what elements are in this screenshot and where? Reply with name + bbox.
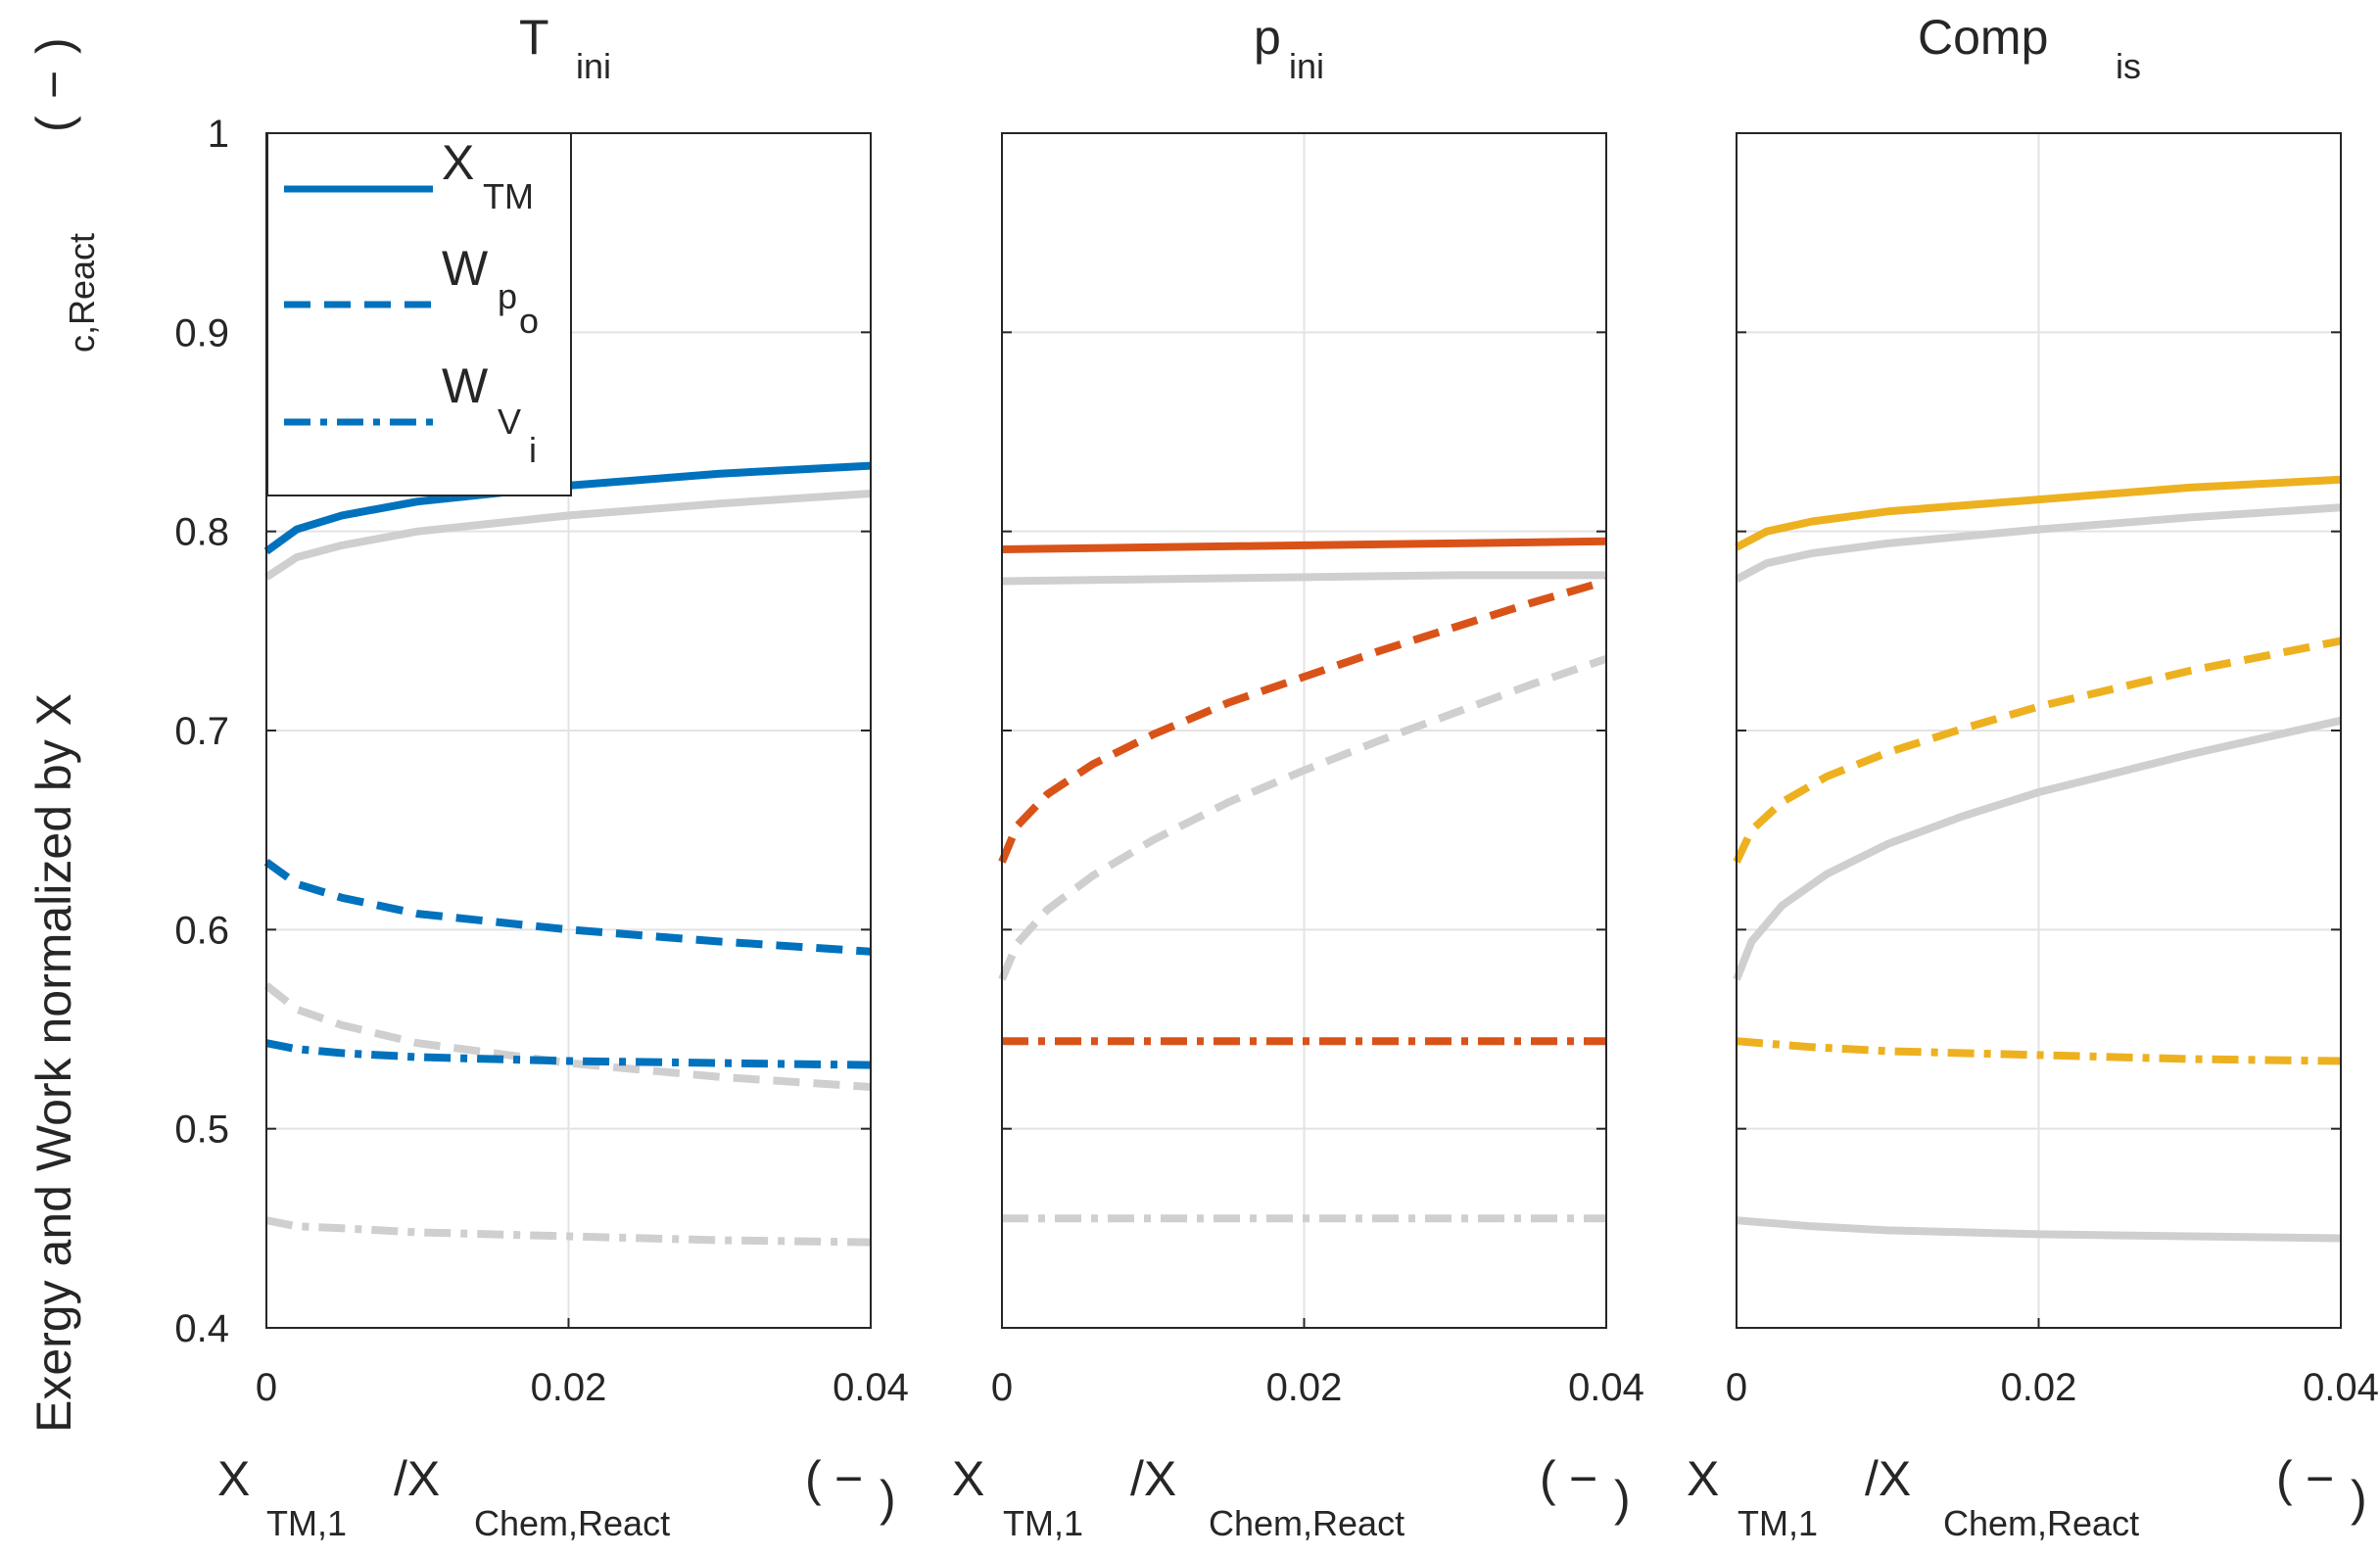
panel-title-main: Comp: [1918, 10, 2048, 65]
x-axis-label-2: X TM,1 /X Chem,React ( − ): [952, 1451, 1631, 1543]
x-unit-close: ): [880, 1471, 896, 1526]
x-unit-dash: −: [834, 1451, 863, 1506]
series-line-solid-6: [1736, 1216, 2342, 1243]
y-tick-label: 0.8: [174, 511, 229, 554]
y-tick-label: 1: [208, 113, 229, 156]
y-axis-label-sub: c,React: [62, 233, 102, 353]
x-tick-label: 0.04: [1568, 1366, 1644, 1409]
y-label-main: Exergy and Work normalized by X: [26, 693, 81, 1433]
x-tick-label: 0.02: [531, 1366, 607, 1409]
x-label-sub2: Chem,React: [1209, 1503, 1404, 1543]
x-tick-label: 0.04: [2303, 1366, 2379, 1409]
x-label-main: X: [1687, 1451, 1719, 1506]
x-label-sub1: TM,1: [266, 1503, 347, 1543]
x-label-sub2: Chem,React: [474, 1503, 670, 1543]
y-axis-label: Exergy and Work normalized by X: [26, 693, 81, 1433]
x-tick-label: 0.02: [1266, 1366, 1343, 1409]
x-label-sub2: Chem,React: [1943, 1503, 2139, 1543]
x-label-main: X: [217, 1451, 250, 1506]
x-unit-close: ): [2351, 1471, 2367, 1526]
x-axis-label-3: X TM,1 /X Chem,React ( − ): [1687, 1451, 2367, 1543]
x-unit-dash: −: [1569, 1451, 1597, 1506]
y-unit-dash: −: [26, 71, 81, 99]
x-tick-label: 0.04: [833, 1366, 909, 1409]
x-tick-label: 0.02: [2001, 1366, 2077, 1409]
panel-title-sub: ini: [1289, 46, 1324, 86]
x-unit-open: (: [1540, 1451, 1556, 1506]
panel-title-main: p: [1254, 10, 1281, 65]
x-label-sub1: TM,1: [1003, 1503, 1083, 1543]
legend-sub-x-tm: TM: [483, 176, 534, 216]
y-tick-label: 0.9: [174, 311, 229, 354]
panel-title-main: T: [519, 10, 549, 65]
y-tick-label: 0.7: [174, 710, 229, 753]
legend-subsub-w-vi: i: [529, 430, 537, 470]
series-line-solid-4: [1733, 716, 2342, 981]
series-line-dashed-3: [998, 577, 1608, 864]
series-line-dashed-3: [1733, 637, 2342, 864]
panel-title-sub: ini: [576, 46, 611, 86]
x-label-main: X: [952, 1451, 984, 1506]
legend-box: [266, 132, 572, 496]
series-line-dashed-3: [263, 858, 872, 956]
legend-subsub-w-po: o: [519, 301, 539, 341]
y-tick-label: 0.4: [174, 1307, 229, 1350]
series-line-solid-1: [1001, 537, 1607, 553]
x-label-slash: /X: [1865, 1451, 1911, 1506]
y-tick-label: 0.6: [174, 909, 229, 952]
x-tick-label: 0: [1726, 1366, 1747, 1409]
x-label-slash: /X: [394, 1451, 440, 1506]
legend-label-w-vi: W: [442, 358, 489, 413]
series-line-solid-2: [263, 490, 872, 581]
series-line-dashed-4: [998, 655, 1608, 981]
x-axis-label-1: X TM,1 /X Chem,React ( − ): [217, 1451, 896, 1543]
y-unit-open: (: [26, 116, 81, 132]
y-unit-close: ): [26, 37, 81, 54]
panel-3: 0 0.02 0.04 Comp is: [1726, 10, 2379, 1409]
series-line-solid-2: [1001, 571, 1606, 586]
x-tick-label: 0: [256, 1366, 277, 1409]
legend-sub-w-vi: V: [498, 401, 521, 442]
x-unit-open: (: [805, 1451, 822, 1506]
x-unit-open: (: [2276, 1451, 2293, 1506]
series-line-dashdot-5: [1736, 1037, 2342, 1065]
x-unit-close: ): [1614, 1471, 1631, 1526]
y-axis-unit: ( − ): [26, 37, 81, 132]
x-tick-label: 0: [991, 1366, 1013, 1409]
y-label-sub: c,React: [62, 233, 102, 353]
legend-sub-w-po: p: [498, 276, 517, 316]
x-label-sub1: TM,1: [1737, 1503, 1818, 1543]
legend-label-w-po: W: [442, 241, 489, 296]
legend-label-x-tm: X: [442, 135, 474, 190]
y-tick-label: 0.5: [174, 1109, 229, 1152]
legend: X TM W p o W V i: [266, 132, 572, 496]
x-unit-dash: −: [2306, 1451, 2334, 1506]
series-line-solid-1: [263, 461, 872, 555]
series-line-solid-2: [1735, 503, 2342, 584]
x-label-slash: /X: [1130, 1451, 1176, 1506]
panel-title-sub: is: [2116, 46, 2141, 86]
series-line-solid-1: [1735, 475, 2342, 551]
series-line-dashed-4: [263, 982, 872, 1091]
